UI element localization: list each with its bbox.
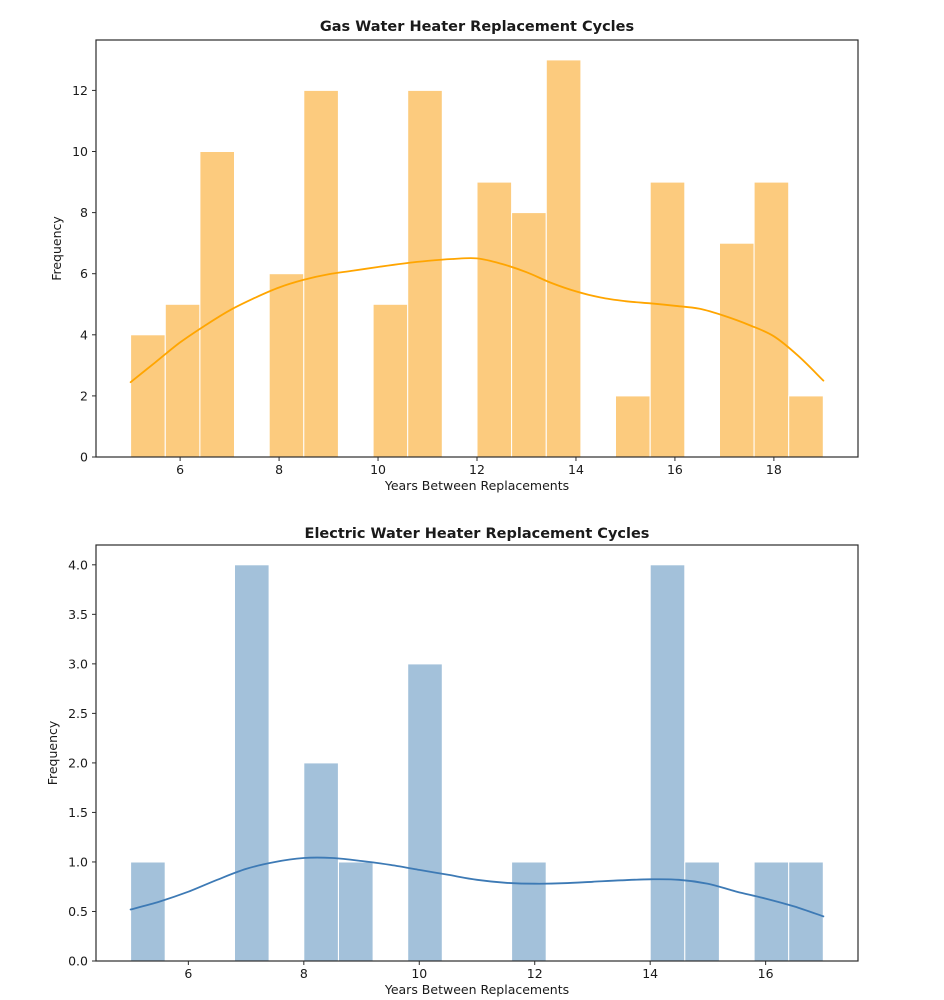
gas-chart-bar: [649, 181, 686, 458]
gas-chart-bar: [407, 89, 443, 458]
electric-chart-ylabel: Frequency: [45, 720, 60, 785]
gas-chart-bar: [545, 59, 582, 458]
electric-chart-bar: [407, 663, 443, 962]
gas-chart-bar: [164, 303, 201, 458]
gas-chart: 6 8 10 12 14 16 18 0 2 4 6 8 10 12 Gas Water Heater Re…: [49, 19, 859, 493]
gas-chart-bar: [268, 273, 305, 458]
gas-chart-bar: [719, 242, 755, 458]
electric-chart-ytick-label: 3.0: [68, 656, 88, 671]
gas-chart-xtick-label: 10: [370, 462, 386, 477]
gas-chart-xtick-label: 6: [176, 462, 184, 477]
electric-chart-ytick-label: 0.5: [68, 904, 88, 919]
electric-chart-ytick-label: 1.5: [68, 805, 88, 820]
gas-chart-ytick-label: 2: [80, 388, 88, 403]
electric-chart-bar: [684, 861, 720, 962]
electric-chart-bars: [130, 564, 824, 962]
gas-chart-ytick-label: 6: [80, 266, 88, 281]
electric-chart-xlabel: Years Between Replacements: [384, 982, 569, 997]
gas-chart-xtick-label: 14: [568, 462, 584, 477]
gas-chart-ytick-label: 4: [80, 327, 88, 342]
electric-chart-frame: [95, 544, 859, 962]
electric-chart-ytick-label: 3.5: [68, 607, 88, 622]
electric-chart-bar: [234, 564, 270, 962]
gas-chart-bar: [130, 334, 166, 458]
gas-chart-ytick-label: 12: [72, 83, 88, 98]
electric-chart-ytick-label: 2.0: [68, 755, 88, 770]
gas-chart-ytick-label: 10: [72, 144, 88, 159]
electric-chart-xtick-label: 6: [184, 966, 192, 981]
electric-chart-title: Electric Water Heater Replacement Cycles: [305, 526, 650, 542]
electric-chart-bar: [511, 861, 547, 962]
gas-chart-ylabel: Frequency: [49, 216, 64, 281]
gas-chart-bar: [615, 395, 651, 458]
electric-chart: 6 8 10 12 14 16 0.0 0.5 1.0 1.5 2.0 2.5 3.0 3.5 4.0 Ele…: [45, 526, 859, 997]
gas-chart-kde-line: [129, 257, 825, 384]
gas-chart-bar: [788, 395, 824, 458]
electric-chart-bar: [788, 861, 824, 962]
electric-chart-bar: [649, 564, 686, 962]
electric-chart-xtick-label: 14: [642, 966, 658, 981]
gas-chart-title: Gas Water Heater Replacement Cycles: [320, 19, 634, 35]
gas-chart-bar: [511, 212, 547, 458]
gas-chart-bar: [372, 303, 409, 458]
electric-chart-xtick-label: 16: [758, 966, 774, 981]
electric-chart-xtick-label: 8: [300, 966, 308, 981]
gas-chart-xtick-label: 16: [667, 462, 683, 477]
electric-chart-ytick-label: 1.0: [68, 854, 88, 869]
gas-chart-ytick-label: 8: [80, 205, 88, 220]
gas-chart-xlabel: Years Between Replacements: [384, 478, 569, 493]
electric-chart-bar: [303, 762, 339, 962]
gas-chart-bar: [753, 181, 790, 458]
electric-chart-ytick-label: 4.0: [68, 557, 88, 572]
electric-chart-bar: [130, 861, 166, 962]
gas-chart-ytick-label: 0: [80, 450, 88, 465]
gas-chart-bar: [476, 181, 513, 458]
electric-chart-xtick-label: 12: [527, 966, 543, 981]
electric-chart-kde-line: [129, 856, 825, 918]
electric-chart-ytick-label: 0.0: [68, 954, 88, 969]
gas-chart-xtick-label: 12: [469, 462, 485, 477]
electric-chart-ytick-label: 2.5: [68, 706, 88, 721]
electric-chart-bar: [338, 861, 374, 962]
gas-chart-bar: [199, 151, 235, 458]
electric-chart-xtick-label: 10: [411, 966, 427, 981]
electric-chart-bar: [753, 861, 790, 962]
gas-chart-xtick-label: 8: [275, 462, 283, 477]
gas-chart-bars: [130, 59, 824, 458]
gas-chart-xtick-label: 18: [766, 462, 782, 477]
